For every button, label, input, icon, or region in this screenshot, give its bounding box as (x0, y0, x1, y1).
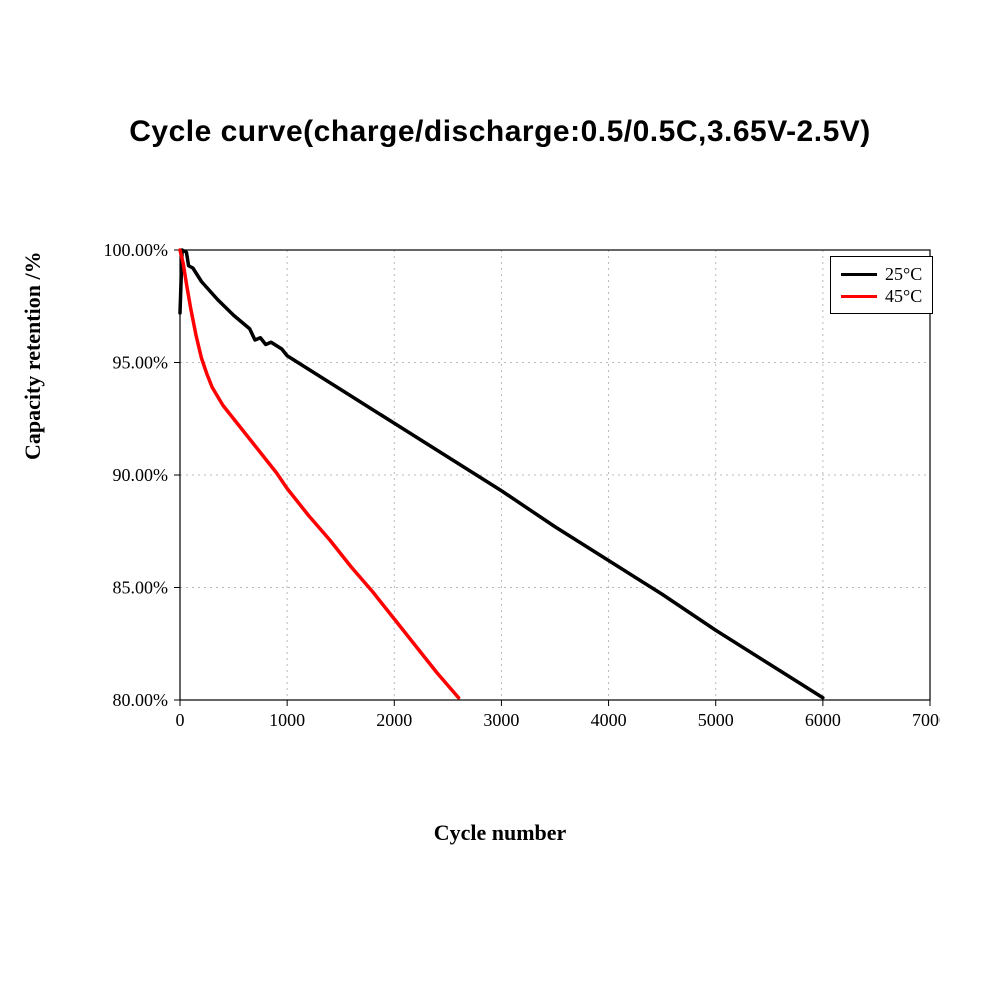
x-axis-label: Cycle number (0, 820, 1000, 846)
chart-title: Cycle curve(charge/discharge:0.5/0.5C,3.… (0, 115, 1000, 149)
legend-swatch (841, 295, 877, 298)
chart-legend: 25°C45°C (830, 256, 933, 314)
chart-svg: 0 1000 2000 3000 4000 5000 6000 7000 80.00% 85.00… (60, 240, 940, 800)
svg-text:6000: 6000 (805, 710, 841, 730)
svg-text:85.00%: 85.00% (113, 578, 169, 598)
svg-text:90.00%: 90.00% (113, 465, 169, 485)
svg-text:7000: 7000 (912, 710, 940, 730)
y-axis-label: Capacity retention /% (20, 251, 46, 460)
svg-text:2000: 2000 (376, 710, 412, 730)
legend-item: 25°C (841, 263, 922, 285)
svg-text:80.00%: 80.00% (113, 690, 169, 710)
legend-box: 25°C45°C (830, 256, 933, 314)
chart-container: 0 1000 2000 3000 4000 5000 6000 7000 80.00% 85.00… (60, 240, 940, 800)
svg-text:4000: 4000 (591, 710, 627, 730)
svg-text:5000: 5000 (698, 710, 734, 730)
legend-label: 45°C (885, 286, 922, 307)
svg-text:1000: 1000 (269, 710, 305, 730)
legend-item: 45°C (841, 285, 922, 307)
svg-text:3000: 3000 (483, 710, 519, 730)
svg-text:95.00%: 95.00% (113, 353, 169, 373)
legend-label: 25°C (885, 264, 922, 285)
legend-swatch (841, 273, 877, 276)
svg-text:0: 0 (176, 710, 185, 730)
svg-text:100.00%: 100.00% (104, 240, 169, 260)
